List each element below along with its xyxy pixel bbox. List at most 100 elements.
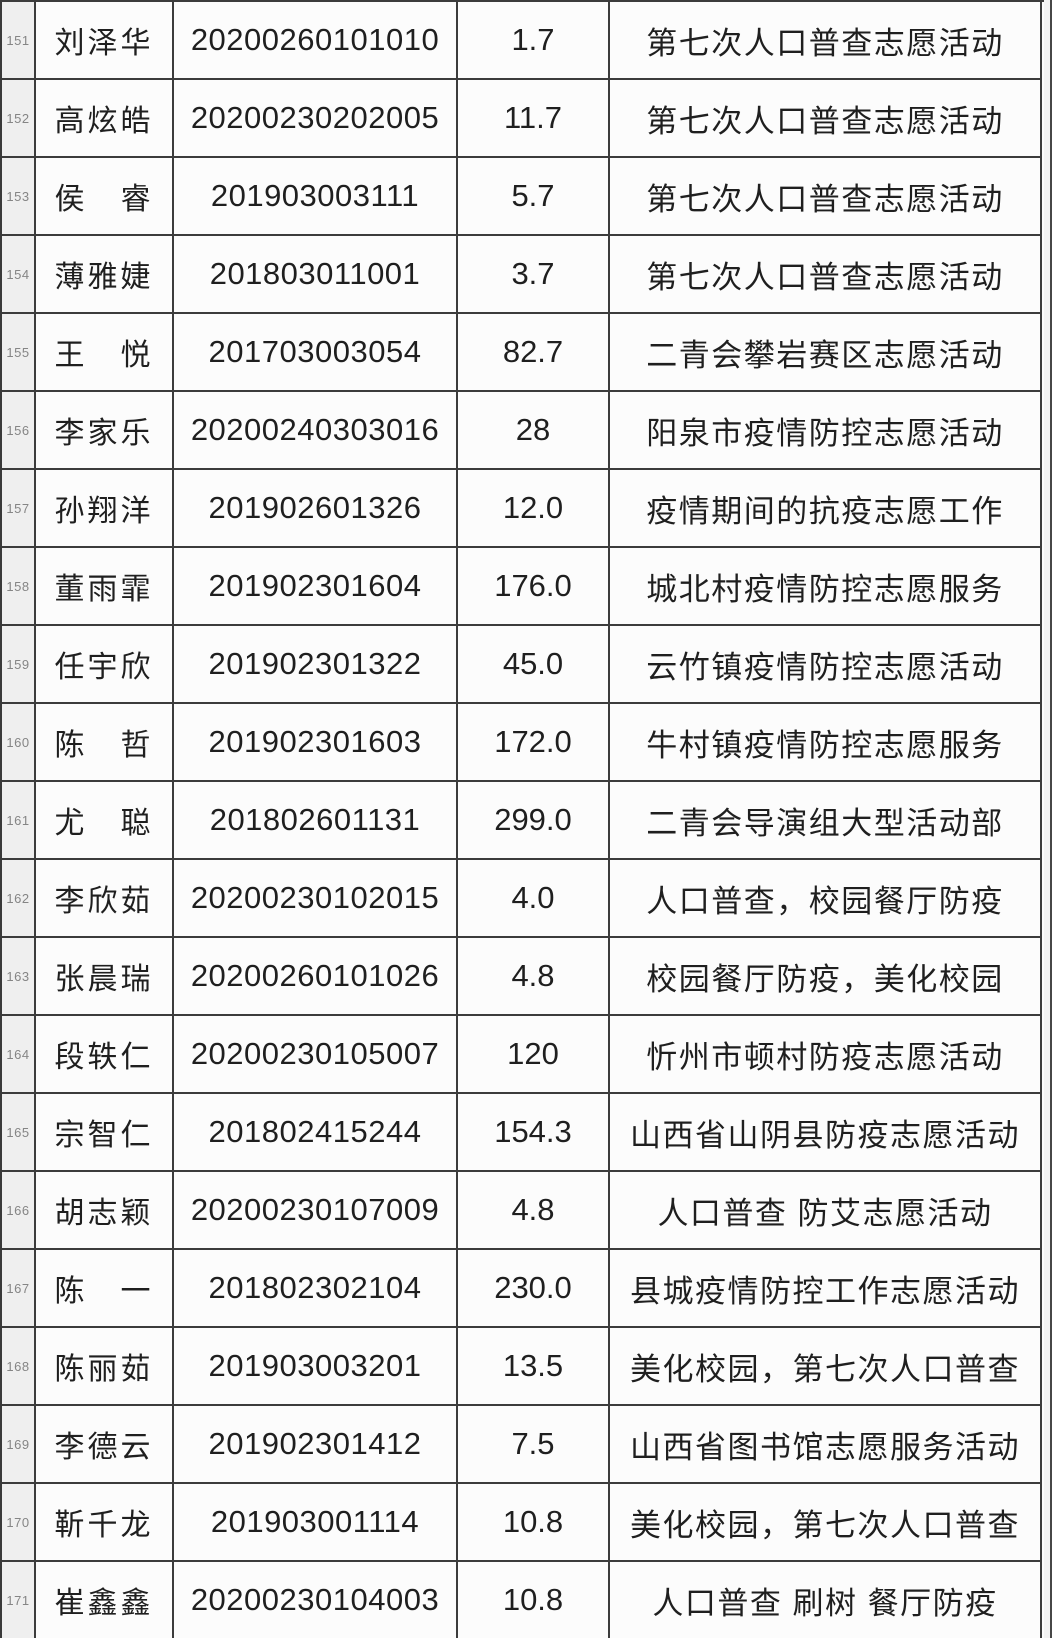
row-index-cell[interactable]: 151	[2, 2, 36, 80]
activity-cell[interactable]: 牛村镇疫情防控志愿服务	[610, 704, 1042, 782]
name-cell[interactable]: 孙翔洋	[36, 470, 174, 548]
name-cell[interactable]: 张晨瑞	[36, 938, 174, 1016]
activity-cell[interactable]: 美化校园，第七次人口普查	[610, 1484, 1042, 1562]
row-index-cell[interactable]: 162	[2, 860, 36, 938]
student-id-cell[interactable]: 201902301412	[174, 1406, 458, 1484]
row-index-cell[interactable]: 168	[2, 1328, 36, 1406]
hours-cell[interactable]: 4.8	[458, 938, 610, 1016]
activity-cell[interactable]: 县城疫情防控工作志愿活动	[610, 1250, 1042, 1328]
name-cell[interactable]: 尤 聪	[36, 782, 174, 860]
row-index-cell[interactable]: 163	[2, 938, 36, 1016]
activity-cell[interactable]: 山西省图书馆志愿服务活动	[610, 1406, 1042, 1484]
activity-cell[interactable]: 第七次人口普查志愿活动	[610, 80, 1042, 158]
row-index-cell[interactable]: 159	[2, 626, 36, 704]
student-id-cell[interactable]: 201902601326	[174, 470, 458, 548]
activity-cell[interactable]: 美化校园，第七次人口普查	[610, 1328, 1042, 1406]
row-index-cell[interactable]: 153	[2, 158, 36, 236]
name-cell[interactable]: 宗智仁	[36, 1094, 174, 1172]
student-id-cell[interactable]: 20200260101026	[174, 938, 458, 1016]
student-id-cell[interactable]: 201803011001	[174, 236, 458, 314]
row-index-cell[interactable]: 164	[2, 1016, 36, 1094]
activity-cell[interactable]: 云竹镇疫情防控志愿活动	[610, 626, 1042, 704]
row-index-cell[interactable]: 167	[2, 1250, 36, 1328]
student-id-cell[interactable]: 20200230202005	[174, 80, 458, 158]
hours-cell[interactable]: 82.7	[458, 314, 610, 392]
name-cell[interactable]: 侯 睿	[36, 158, 174, 236]
hours-cell[interactable]: 299.0	[458, 782, 610, 860]
activity-cell[interactable]: 城北村疫情防控志愿服务	[610, 548, 1042, 626]
activity-cell[interactable]: 人口普查 刷树 餐厅防疫	[610, 1562, 1042, 1638]
student-id-cell[interactable]: 201902301603	[174, 704, 458, 782]
hours-cell[interactable]: 120	[458, 1016, 610, 1094]
student-id-cell[interactable]: 201902301322	[174, 626, 458, 704]
name-cell[interactable]: 薄雅婕	[36, 236, 174, 314]
student-id-cell[interactable]: 201903001114	[174, 1484, 458, 1562]
activity-cell[interactable]: 山西省山阴县防疫志愿活动	[610, 1094, 1042, 1172]
hours-cell[interactable]: 3.7	[458, 236, 610, 314]
hours-cell[interactable]: 11.7	[458, 80, 610, 158]
row-index-cell[interactable]: 170	[2, 1484, 36, 1562]
student-id-cell[interactable]: 201703003054	[174, 314, 458, 392]
activity-cell[interactable]: 阳泉市疫情防控志愿活动	[610, 392, 1042, 470]
student-id-cell[interactable]: 201903003111	[174, 158, 458, 236]
student-id-cell[interactable]: 20200260101010	[174, 2, 458, 80]
activity-cell[interactable]: 第七次人口普查志愿活动	[610, 2, 1042, 80]
activity-cell[interactable]: 二青会攀岩赛区志愿活动	[610, 314, 1042, 392]
student-id-cell[interactable]: 201903003201	[174, 1328, 458, 1406]
name-cell[interactable]: 李德云	[36, 1406, 174, 1484]
activity-cell[interactable]: 校园餐厅防疫，美化校园	[610, 938, 1042, 1016]
student-id-cell[interactable]: 20200230107009	[174, 1172, 458, 1250]
student-id-cell[interactable]: 20200230102015	[174, 860, 458, 938]
hours-cell[interactable]: 45.0	[458, 626, 610, 704]
student-id-cell[interactable]: 20200230105007	[174, 1016, 458, 1094]
row-index-cell[interactable]: 166	[2, 1172, 36, 1250]
hours-cell[interactable]: 10.8	[458, 1562, 610, 1638]
hours-cell[interactable]: 1.7	[458, 2, 610, 80]
hours-cell[interactable]: 172.0	[458, 704, 610, 782]
activity-cell[interactable]: 二青会导演组大型活动部	[610, 782, 1042, 860]
name-cell[interactable]: 崔鑫鑫	[36, 1562, 174, 1638]
row-index-cell[interactable]: 156	[2, 392, 36, 470]
name-cell[interactable]: 高炫皓	[36, 80, 174, 158]
activity-cell[interactable]: 疫情期间的抗疫志愿工作	[610, 470, 1042, 548]
hours-cell[interactable]: 28	[458, 392, 610, 470]
activity-cell[interactable]: 第七次人口普查志愿活动	[610, 236, 1042, 314]
name-cell[interactable]: 刘泽华	[36, 2, 174, 80]
hours-cell[interactable]: 7.5	[458, 1406, 610, 1484]
activity-cell[interactable]: 忻州市顿村防疫志愿活动	[610, 1016, 1042, 1094]
student-id-cell[interactable]: 201802601131	[174, 782, 458, 860]
name-cell[interactable]: 陈丽茹	[36, 1328, 174, 1406]
row-index-cell[interactable]: 161	[2, 782, 36, 860]
row-index-cell[interactable]: 169	[2, 1406, 36, 1484]
row-index-cell[interactable]: 160	[2, 704, 36, 782]
row-index-cell[interactable]: 152	[2, 80, 36, 158]
name-cell[interactable]: 段轶仁	[36, 1016, 174, 1094]
activity-cell[interactable]: 人口普查，校园餐厅防疫	[610, 860, 1042, 938]
student-id-cell[interactable]: 20200240303016	[174, 392, 458, 470]
name-cell[interactable]: 靳千龙	[36, 1484, 174, 1562]
row-index-cell[interactable]: 157	[2, 470, 36, 548]
row-index-cell[interactable]: 158	[2, 548, 36, 626]
hours-cell[interactable]: 4.0	[458, 860, 610, 938]
name-cell[interactable]: 任宇欣	[36, 626, 174, 704]
name-cell[interactable]: 李家乐	[36, 392, 174, 470]
activity-cell[interactable]: 第七次人口普查志愿活动	[610, 158, 1042, 236]
name-cell[interactable]: 陈 哲	[36, 704, 174, 782]
student-id-cell[interactable]: 201902301604	[174, 548, 458, 626]
name-cell[interactable]: 陈 一	[36, 1250, 174, 1328]
student-id-cell[interactable]: 20200230104003	[174, 1562, 458, 1638]
row-index-cell[interactable]: 165	[2, 1094, 36, 1172]
name-cell[interactable]: 胡志颖	[36, 1172, 174, 1250]
hours-cell[interactable]: 230.0	[458, 1250, 610, 1328]
name-cell[interactable]: 董雨霏	[36, 548, 174, 626]
row-index-cell[interactable]: 154	[2, 236, 36, 314]
name-cell[interactable]: 王 悦	[36, 314, 174, 392]
row-index-cell[interactable]: 171	[2, 1562, 36, 1638]
hours-cell[interactable]: 4.8	[458, 1172, 610, 1250]
hours-cell[interactable]: 10.8	[458, 1484, 610, 1562]
activity-cell[interactable]: 人口普查 防艾志愿活动	[610, 1172, 1042, 1250]
hours-cell[interactable]: 5.7	[458, 158, 610, 236]
name-cell[interactable]: 李欣茹	[36, 860, 174, 938]
hours-cell[interactable]: 12.0	[458, 470, 610, 548]
hours-cell[interactable]: 176.0	[458, 548, 610, 626]
